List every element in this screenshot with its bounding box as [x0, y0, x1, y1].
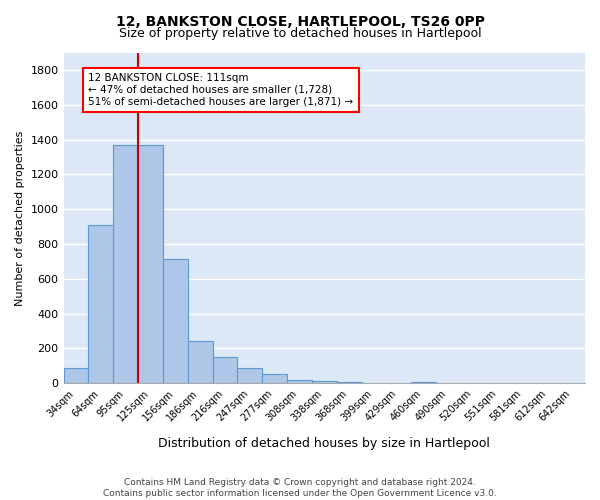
Bar [312, 381, 337, 383]
Bar [212, 357, 238, 383]
Bar [287, 380, 312, 383]
Bar [163, 259, 188, 383]
Text: 12 BANKSTON CLOSE: 111sqm
← 47% of detached houses are smaller (1,728)
51% of se: 12 BANKSTON CLOSE: 111sqm ← 47% of detac… [88, 74, 353, 106]
Bar [64, 368, 88, 383]
Bar [188, 340, 212, 383]
Bar [262, 374, 287, 383]
Y-axis label: Number of detached properties: Number of detached properties [15, 130, 25, 306]
Bar [337, 382, 362, 383]
Bar [138, 145, 163, 383]
X-axis label: Distribution of detached houses by size in Hartlepool: Distribution of detached houses by size … [158, 437, 490, 450]
Bar [238, 368, 262, 383]
Text: Contains HM Land Registry data © Crown copyright and database right 2024.
Contai: Contains HM Land Registry data © Crown c… [103, 478, 497, 498]
Bar [411, 382, 436, 383]
Text: 12, BANKSTON CLOSE, HARTLEPOOL, TS26 0PP: 12, BANKSTON CLOSE, HARTLEPOOL, TS26 0PP [115, 15, 485, 29]
Bar [88, 225, 113, 383]
Text: Size of property relative to detached houses in Hartlepool: Size of property relative to detached ho… [119, 28, 481, 40]
Bar [113, 145, 138, 383]
